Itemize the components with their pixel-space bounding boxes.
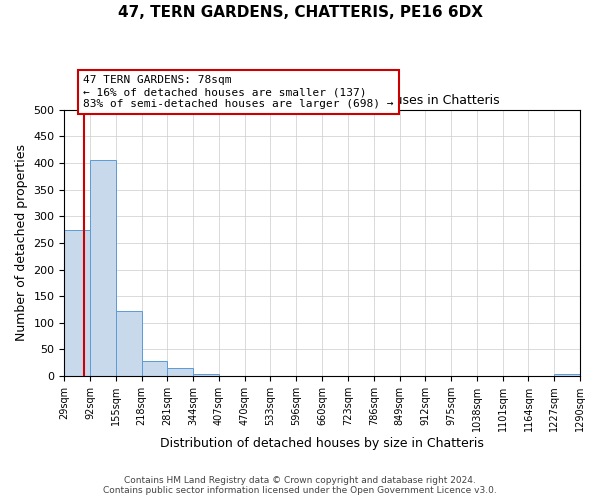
Y-axis label: Number of detached properties: Number of detached properties xyxy=(15,144,28,342)
Bar xyxy=(193,374,219,376)
X-axis label: Distribution of detached houses by size in Chatteris: Distribution of detached houses by size … xyxy=(160,437,484,450)
Text: 47 TERN GARDENS: 78sqm
← 16% of detached houses are smaller (137)
83% of semi-de: 47 TERN GARDENS: 78sqm ← 16% of detached… xyxy=(83,76,394,108)
Bar xyxy=(64,230,90,376)
Bar xyxy=(116,311,142,376)
Bar xyxy=(554,374,580,376)
Bar xyxy=(167,368,193,376)
Text: 47, TERN GARDENS, CHATTERIS, PE16 6DX: 47, TERN GARDENS, CHATTERIS, PE16 6DX xyxy=(118,5,482,20)
Title: Size of property relative to detached houses in Chatteris: Size of property relative to detached ho… xyxy=(145,94,500,107)
Bar xyxy=(90,160,116,376)
Text: Contains HM Land Registry data © Crown copyright and database right 2024.
Contai: Contains HM Land Registry data © Crown c… xyxy=(103,476,497,495)
Bar xyxy=(142,361,167,376)
